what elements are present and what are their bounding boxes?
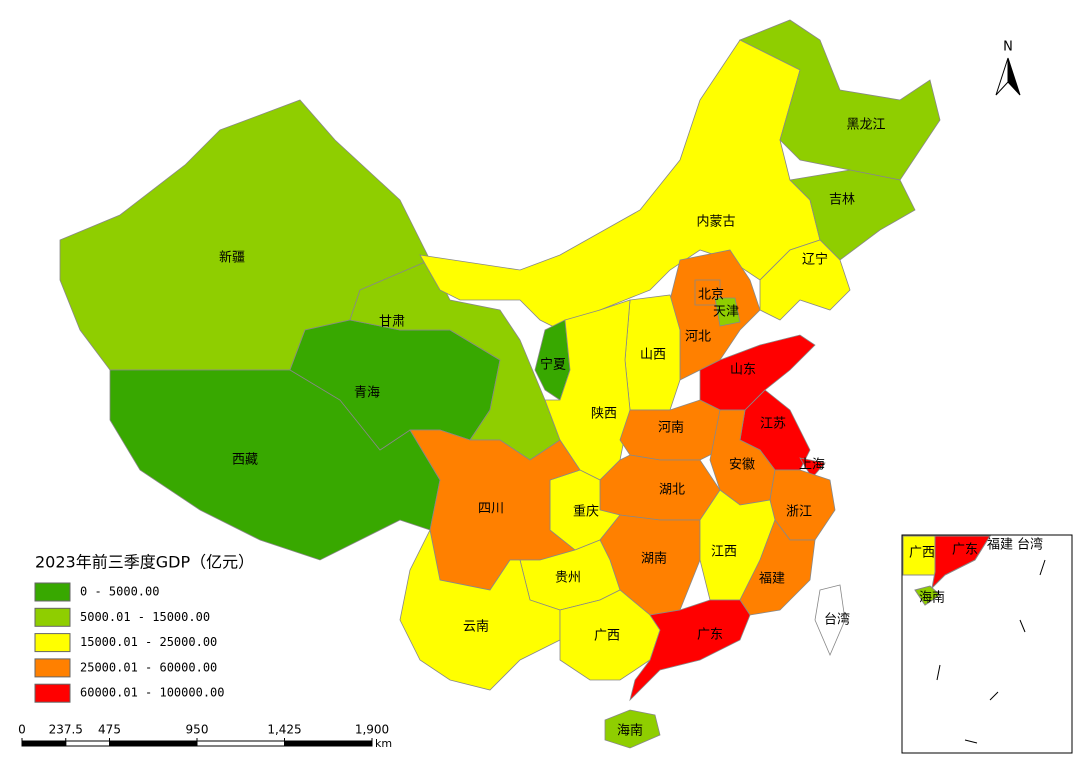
province xyxy=(799,457,826,479)
province-label: 甘肃 xyxy=(379,315,405,330)
inset xyxy=(901,534,1073,754)
scale-label: 475 xyxy=(98,723,121,737)
province xyxy=(814,584,846,657)
legend-label: 15000.01 - 25000.00 xyxy=(80,635,217,649)
legend-label: 60000.01 - 100000.00 xyxy=(80,686,225,700)
province xyxy=(759,239,851,321)
inset-hainan xyxy=(914,585,941,606)
scale-label: 950 xyxy=(186,723,209,737)
province-label: 湖南 xyxy=(641,551,667,567)
scale-label: 0 xyxy=(18,723,26,737)
province-label: 宁夏 xyxy=(540,357,566,373)
province-label: 山东 xyxy=(730,363,756,378)
province-label: 重庆 xyxy=(573,504,599,520)
province-label: 江西 xyxy=(711,545,737,560)
province-label: 台湾 xyxy=(824,612,850,628)
legend-swatch xyxy=(34,633,71,653)
province-label: 贵州 xyxy=(555,571,581,586)
province-label: 江苏 xyxy=(760,416,786,432)
province xyxy=(604,709,661,749)
province-label: 福建 xyxy=(759,572,785,587)
legend-swatch xyxy=(34,582,71,602)
inset-label: 广西 xyxy=(909,546,935,561)
scale-segment xyxy=(109,740,198,747)
inset-label: 台湾 xyxy=(1017,537,1043,553)
provinces xyxy=(59,19,941,749)
province-label: 新疆 xyxy=(219,250,245,266)
province-label: 西藏 xyxy=(232,453,258,468)
inset-label: 广东 xyxy=(952,543,978,558)
legend-label: 25000.01 - 60000.00 xyxy=(80,660,217,674)
province xyxy=(789,169,916,261)
north-arrow: N xyxy=(995,40,1021,96)
province xyxy=(739,519,816,616)
province-label: 湖北 xyxy=(659,483,685,498)
province-label: 吉林 xyxy=(829,193,855,208)
legend-title: 2023年前三季度GDP（亿元） xyxy=(35,553,254,572)
province xyxy=(619,399,721,461)
legend-swatch xyxy=(34,683,71,703)
legend-label: 5000.01 - 15000.00 xyxy=(80,610,210,624)
scale-label: 1,900 xyxy=(355,723,389,737)
inset-label: 海南 xyxy=(919,590,945,606)
legend: 2023年前三季度GDP（亿元） 0 - 5000.00 5000.01 - 15… xyxy=(34,553,254,703)
province-label: 北京 xyxy=(698,288,724,303)
legend-label: 0 - 5000.00 xyxy=(80,585,159,599)
province-label: 广西 xyxy=(594,629,620,644)
province-label: 天津 xyxy=(713,305,739,320)
province-label: 安徽 xyxy=(729,458,755,473)
legend-swatch xyxy=(34,607,71,627)
scale-segment xyxy=(21,740,67,747)
province-label: 辽宁 xyxy=(802,252,828,268)
province-label: 青海 xyxy=(354,386,380,401)
scale-segment xyxy=(284,740,373,747)
province-label: 浙江 xyxy=(786,505,812,520)
province-label: 云南 xyxy=(463,619,489,635)
north-label: N xyxy=(1003,40,1013,55)
province-label: 四川 xyxy=(478,502,504,517)
inset-guangdong xyxy=(931,535,991,590)
scale-label: 237.5 xyxy=(49,723,83,737)
province-label: 黑龙江 xyxy=(846,118,885,133)
province-label: 广东 xyxy=(697,628,723,643)
province xyxy=(739,19,941,181)
inset-label: 福建 xyxy=(987,538,1013,553)
legend-swatch xyxy=(34,658,71,678)
inset-island-lines xyxy=(936,559,1046,744)
province-label: 河南 xyxy=(658,420,684,436)
province-label: 陕西 xyxy=(591,407,617,422)
province-label: 内蒙古 xyxy=(696,214,735,230)
province-label: 河北 xyxy=(685,330,711,345)
scale-segment xyxy=(65,740,110,747)
scale-segment xyxy=(196,740,285,747)
province xyxy=(714,297,741,327)
province-label: 山西 xyxy=(640,348,666,363)
province-label: 海南 xyxy=(617,723,643,739)
province-label: 上海 xyxy=(799,458,825,473)
scale-label: 1,425 xyxy=(267,723,301,737)
scale-unit: km xyxy=(375,737,392,750)
province xyxy=(629,599,751,702)
